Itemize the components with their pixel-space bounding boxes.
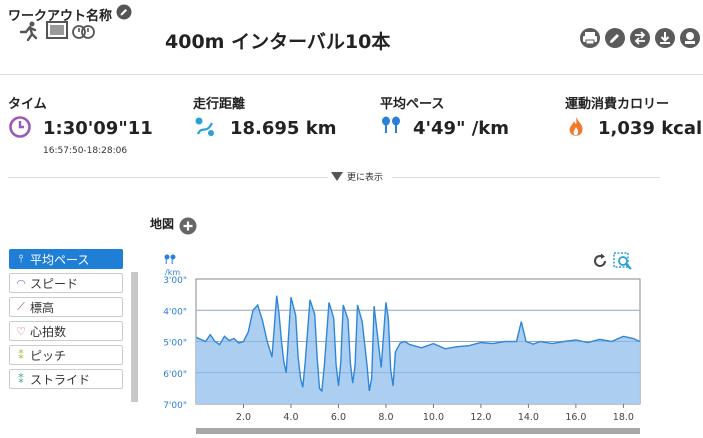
x-tick-label: 4.0 bbox=[283, 412, 298, 423]
footsteps-icon: ⁑ bbox=[18, 348, 24, 362]
sidebar-item-speed[interactable]: ◠ スピード bbox=[9, 273, 123, 293]
avg-pace-label: 平均ペース bbox=[380, 97, 445, 112]
pace-chart[interactable]: /km3'00" 4'00" 5'00" 6'00" 7'00" 2.0 4.0 6.0 8.0… bbox=[160, 250, 650, 438]
pace-icon bbox=[382, 116, 400, 133]
workout-name-label: ワークアウト名称 bbox=[8, 9, 113, 24]
runner-icon bbox=[19, 21, 38, 42]
y-tick-label: 4'00" bbox=[163, 307, 187, 317]
stopwatch-icon bbox=[72, 25, 95, 39]
activity-type-icons bbox=[19, 21, 95, 42]
heart-icon: ♡ bbox=[16, 324, 26, 338]
avg-pace-value: 4'49" /km bbox=[413, 118, 510, 139]
print-icon[interactable] bbox=[580, 28, 600, 48]
sidebar-item-avg-pace[interactable]: ⫯ 平均ペース bbox=[9, 249, 123, 269]
swap-icon[interactable] bbox=[630, 28, 650, 48]
time-range: 16:57:50-18:28:06 bbox=[43, 146, 128, 156]
map-label: 地図 bbox=[150, 217, 175, 231]
y-tick-label: 7'00" bbox=[163, 401, 187, 411]
x-tick-label: 14.0 bbox=[518, 412, 539, 423]
sidebar-item-stride[interactable]: ⁑ ストライド bbox=[9, 369, 123, 389]
clock-icon bbox=[9, 116, 31, 138]
sidebar-item-label: ピッチ bbox=[30, 348, 67, 363]
x-tick-label: 16.0 bbox=[565, 412, 586, 423]
x-tick-label: 2.0 bbox=[236, 412, 251, 423]
sidebar-item-pitch[interactable]: ⁑ ピッチ bbox=[9, 345, 123, 365]
elevation-icon: ⟋ bbox=[17, 300, 25, 313]
chart-scrollbar bbox=[196, 428, 640, 434]
zoom-icon[interactable] bbox=[613, 251, 633, 271]
sidebar-item-label: ストライド bbox=[30, 372, 91, 387]
more-divider-right bbox=[392, 177, 660, 178]
x-tick-label: 8.0 bbox=[378, 412, 393, 423]
sidebar-item-heart-rate[interactable]: ♡ 心拍数 bbox=[9, 321, 123, 341]
x-tick-label: 12.0 bbox=[470, 412, 491, 423]
sidebar-scrollbar[interactable] bbox=[131, 272, 138, 402]
time-label: タイム bbox=[8, 97, 47, 112]
sidebar-item-label: 心拍数 bbox=[30, 324, 67, 339]
workout-name: 400m インターバル10本 bbox=[165, 31, 391, 53]
speedometer-icon: ◠ bbox=[16, 276, 26, 290]
y-tick-label: 6'00" bbox=[163, 370, 187, 380]
route-icon bbox=[195, 117, 214, 136]
distance-label: 走行距離 bbox=[193, 97, 246, 112]
refresh-icon[interactable] bbox=[591, 252, 609, 270]
distance-value: 18.695 km bbox=[230, 118, 337, 139]
pace-area bbox=[196, 295, 640, 404]
x-tick-label: 6.0 bbox=[331, 412, 346, 423]
more-divider-left bbox=[8, 177, 328, 178]
show-more-row[interactable]: 更に表示 bbox=[0, 167, 703, 187]
show-more-link[interactable]: 更に表示 bbox=[347, 173, 384, 183]
edit-icon[interactable] bbox=[605, 28, 625, 48]
triangle-down-icon[interactable] bbox=[331, 172, 343, 181]
pace-unit-icon bbox=[164, 254, 176, 264]
sidebar-item-elevation[interactable]: ⟋ 標高 bbox=[9, 297, 123, 317]
pencil-icon[interactable] bbox=[116, 4, 132, 20]
y-unit-label: /km bbox=[165, 268, 180, 277]
flame-icon bbox=[569, 117, 583, 136]
x-tick-label: 18.0 bbox=[613, 412, 634, 423]
plus-icon[interactable] bbox=[179, 217, 197, 235]
y-tick-label: 5'00" bbox=[163, 339, 187, 349]
sidebar-item-label: スピード bbox=[30, 276, 79, 291]
y-tick-label: 3'00" bbox=[163, 276, 187, 286]
calories-label: 運動消費カロリー bbox=[565, 97, 670, 112]
sidebar-item-label: 平均ペース bbox=[30, 252, 90, 267]
pace-icon: ⫯ bbox=[18, 252, 24, 265]
share-icon[interactable] bbox=[680, 28, 700, 48]
treadmill-icon bbox=[46, 21, 68, 39]
download-icon[interactable] bbox=[655, 28, 675, 48]
x-tick-label: 10.0 bbox=[423, 412, 444, 423]
calories-value: 1,039 kcal bbox=[598, 118, 703, 139]
header-divider bbox=[0, 74, 703, 75]
sidebar-item-label: 標高 bbox=[30, 300, 55, 315]
stride-icon: ⁑ bbox=[18, 372, 24, 386]
time-value: 1:30'09"11 bbox=[43, 118, 153, 139]
